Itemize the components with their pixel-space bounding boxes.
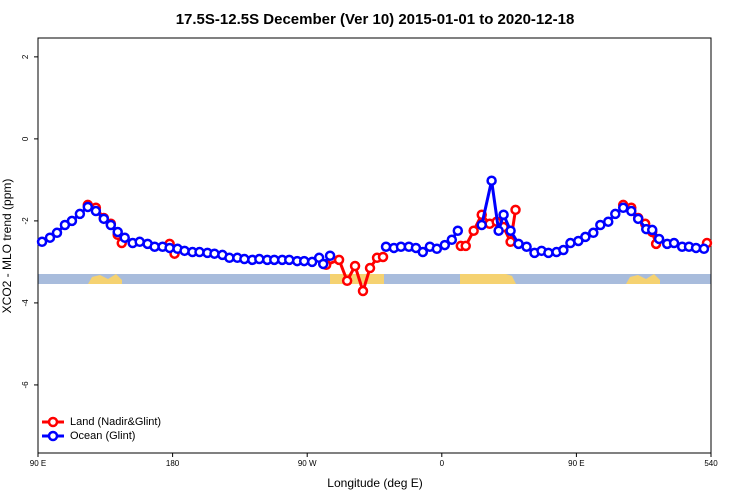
data-point	[493, 225, 504, 236]
x-tick-label: 180	[166, 459, 180, 468]
data-point	[698, 243, 710, 255]
data-point	[341, 275, 353, 287]
x-tick-label: 540	[704, 459, 718, 468]
data-point	[112, 226, 123, 238]
data-point	[417, 246, 429, 258]
data-point	[439, 239, 451, 251]
data-point	[510, 204, 521, 216]
data-point	[653, 233, 665, 245]
data-point	[588, 227, 599, 239]
data-point	[431, 243, 443, 255]
data-point	[610, 208, 621, 220]
legend-label: Land (Nadir&Glint)	[70, 416, 161, 428]
data-point	[119, 232, 130, 243]
data-point	[521, 241, 532, 252]
y-tick-label: -2	[21, 217, 30, 225]
data-point	[98, 213, 110, 225]
data-point	[179, 245, 190, 257]
data-point	[209, 248, 220, 259]
y-tick-label: 2	[21, 54, 30, 59]
data-point	[460, 240, 471, 252]
data-point	[333, 254, 345, 266]
data-point	[617, 202, 629, 214]
legend-marker	[47, 416, 59, 428]
data-point	[668, 237, 680, 249]
data-point	[446, 234, 458, 246]
x-tick-label: 90 E	[568, 459, 584, 468]
data-point	[505, 225, 516, 236]
data-point	[36, 236, 48, 248]
legend: Land (Nadir&Glint) Ocean (Glint)	[42, 416, 161, 442]
data-point	[580, 231, 591, 243]
land-mask-strip	[38, 274, 711, 284]
data-point	[626, 205, 637, 217]
data-point	[452, 225, 464, 236]
data-point	[513, 238, 524, 250]
data-point	[51, 227, 63, 239]
data-point	[284, 254, 295, 266]
legend-label: Ocean (Glint)	[70, 430, 135, 442]
data-point	[380, 241, 392, 252]
chart-title: 17.5S-12.5S December (Ver 10) 2015-01-01…	[176, 11, 575, 28]
data-point	[476, 219, 487, 231]
y-axis-label: XCO2 - MLO trend (ppm)	[0, 179, 14, 314]
data-point	[317, 258, 329, 270]
data-point	[632, 213, 644, 225]
data-point	[66, 215, 78, 227]
data-point	[377, 251, 389, 263]
data-point	[558, 244, 569, 256]
y-tick-label: 0	[21, 136, 30, 141]
x-tick-label: 0	[440, 459, 445, 468]
x-tick-label: 90 E	[30, 459, 46, 468]
data-point	[90, 205, 102, 217]
x-axis-label: Longitude (deg E)	[327, 476, 422, 490]
data-point	[74, 208, 86, 220]
data-point	[646, 224, 658, 236]
data-point	[44, 232, 56, 243]
data-point	[498, 209, 509, 220]
data-point	[603, 216, 614, 227]
data-point	[543, 247, 554, 259]
data-point	[468, 225, 479, 236]
y-tick-label: -4	[21, 299, 30, 307]
data-point	[324, 250, 336, 262]
data-point	[364, 262, 376, 274]
data-point	[105, 219, 117, 231]
data-point	[349, 260, 361, 272]
data-point	[357, 285, 369, 297]
y-tick-label: -6	[21, 381, 30, 389]
data-point	[82, 201, 94, 213]
legend-marker	[47, 430, 59, 442]
data-point	[486, 175, 497, 186]
x-tick-label: 90 W	[298, 459, 317, 468]
